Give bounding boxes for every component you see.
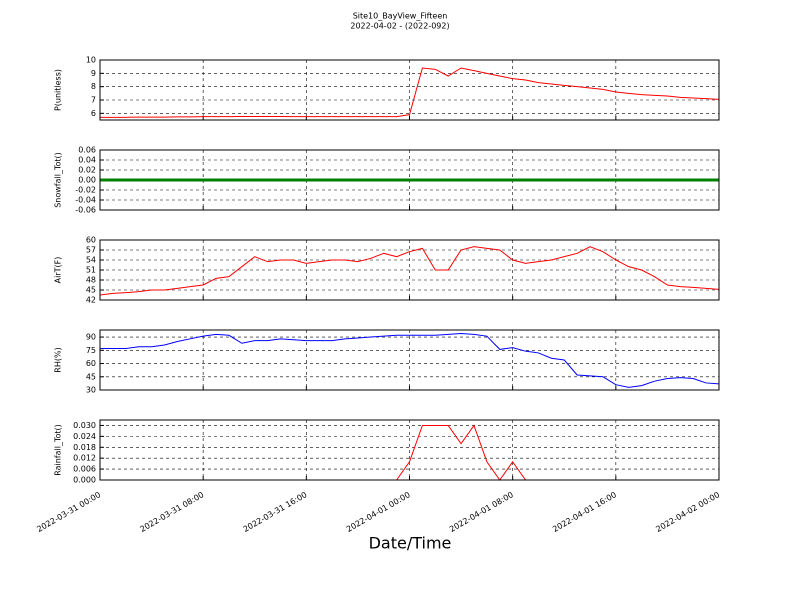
- y-tick-label: 42: [86, 296, 96, 305]
- y-tick-label: 45: [86, 286, 96, 295]
- y-tick-label: 9: [91, 69, 96, 78]
- y-tick-label: 0.012: [73, 454, 96, 463]
- y-tick-label: 0.006: [73, 465, 96, 474]
- y-tick-label: 0.024: [73, 432, 96, 441]
- y-tick-label: -0.04: [75, 196, 96, 205]
- y-tick-label: -0.02: [75, 186, 96, 195]
- y-tick-label: 0.02: [78, 166, 96, 175]
- y-tick-label: 10: [86, 56, 96, 65]
- plot-frame: [99, 239, 720, 301]
- y-tick-label: 54: [86, 256, 96, 265]
- y-tick-label: 45: [86, 372, 96, 381]
- y-tick-label: 6: [91, 109, 96, 118]
- y-tick-label: 8: [91, 82, 96, 91]
- plot-frame: [99, 419, 720, 481]
- y-tick-label: 48: [86, 276, 96, 285]
- y-tick-label: 0.030: [73, 421, 96, 430]
- chart-title: Site10_BayView_Fifteen: [353, 12, 448, 21]
- y-tick-label: 0.06: [78, 146, 96, 155]
- y-tick-label: 57: [86, 246, 96, 255]
- y-tick-label: 30: [86, 386, 96, 395]
- y-tick-label: 0.00: [78, 176, 96, 185]
- y-axis-label: AirT(F): [54, 257, 63, 284]
- y-tick-label: 0.000: [73, 476, 96, 485]
- plot-frame: [99, 149, 720, 211]
- y-tick-label: 0.018: [73, 443, 96, 452]
- plot-frame: [99, 329, 720, 391]
- y-tick-label: 60: [86, 359, 96, 368]
- x-axis-label: Date/Time: [369, 534, 452, 553]
- chart-subtitle: 2022-04-02 - (2022-092): [350, 22, 449, 31]
- y-tick-label: 60: [86, 236, 96, 245]
- data-line: [100, 67, 720, 118]
- y-axis-label: P(unitless): [54, 69, 63, 111]
- y-axis-label: RH(%): [54, 347, 63, 372]
- y-tick-label: 90: [86, 333, 96, 342]
- y-tick-label: 0.04: [78, 156, 96, 165]
- y-axis-label: Snowfall_Tot(): [54, 152, 63, 208]
- plot-frame: [99, 59, 720, 121]
- y-axis-label: Rainfall_Tot(): [54, 424, 63, 476]
- data-line: [99, 246, 720, 296]
- y-tick-label: 75: [86, 346, 96, 355]
- y-tick-label: -0.06: [75, 206, 96, 215]
- y-tick-label: 51: [86, 266, 96, 275]
- y-tick-label: 7: [91, 96, 96, 105]
- data-line: [100, 333, 720, 388]
